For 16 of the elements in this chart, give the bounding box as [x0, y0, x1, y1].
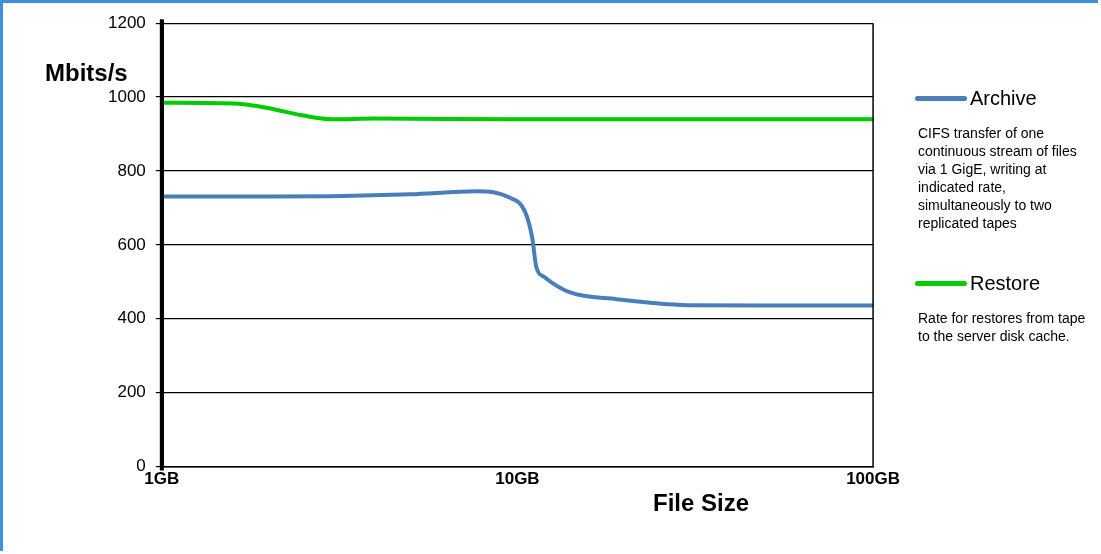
x-axis-title: File Size [653, 489, 750, 517]
y-tick-label: 1000 [107, 86, 146, 106]
text: CIFS transfer of one continuous stream of files via 1 GigE, writing at indicated rate, simultaneously to two replicated tapes [918, 124, 1078, 232]
legend-label: Restore [970, 272, 1041, 295]
x-tick-label: 10GB [495, 469, 540, 489]
x-tick-label: 100GB [846, 469, 901, 489]
y-tick-label: 1200 [107, 12, 146, 32]
y-tick-label: 400 [117, 308, 146, 328]
legend-label: Archive [970, 87, 1037, 110]
x-tick-label: 1GB [144, 469, 180, 489]
y-tick-label: 200 [117, 382, 146, 402]
y-axis-title: Mbits/s [45, 59, 128, 87]
y-tick-label: 800 [117, 160, 146, 180]
text: Rate for restores from tape to the server disk cache. [918, 309, 1087, 345]
y-tick-label: 0 [136, 456, 146, 476]
y-tick-label: 600 [117, 234, 146, 254]
